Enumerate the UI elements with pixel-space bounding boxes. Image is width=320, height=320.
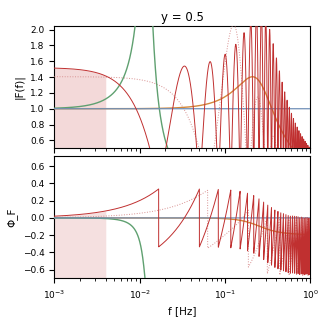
- Title: y = 0.5: y = 0.5: [161, 12, 204, 24]
- Y-axis label: |F(f)|: |F(f)|: [14, 75, 25, 100]
- X-axis label: f [Hz]: f [Hz]: [168, 306, 197, 316]
- Y-axis label: Φ_F: Φ_F: [6, 207, 17, 227]
